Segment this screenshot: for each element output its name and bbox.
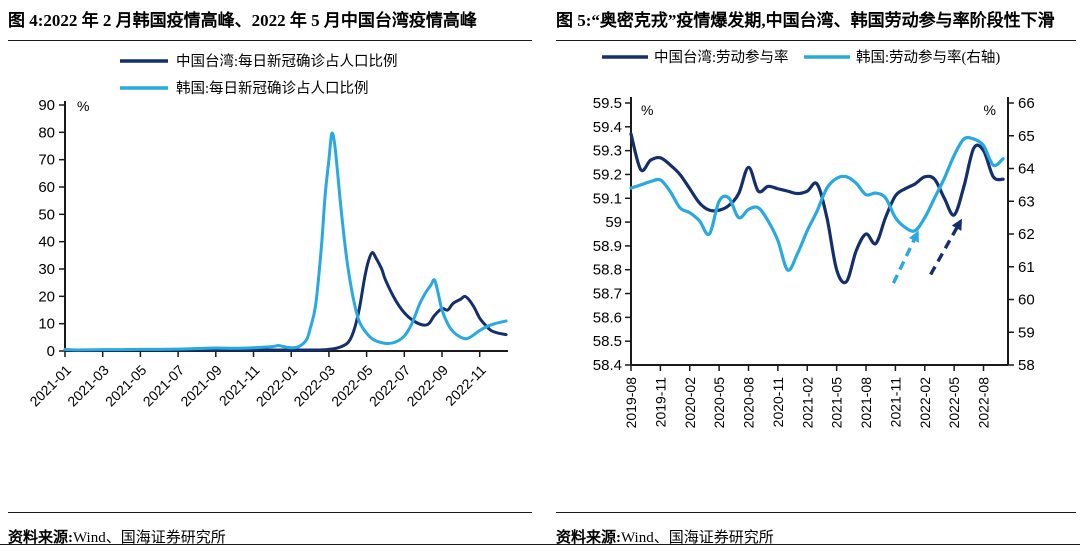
right-axis-tick-label: 59 (1018, 325, 1035, 342)
x-axis-tick-label: 2022-05 (946, 377, 962, 429)
left-axis-tick-label: 59.3 (593, 143, 622, 160)
x-axis-tick-label: 2022-02 (917, 377, 933, 429)
title-divider (8, 40, 532, 42)
right-axis-tick-label: 58 (1018, 357, 1035, 374)
source-value: Wind、国海证券研究所 (73, 530, 226, 546)
series-line-navy (629, 132, 1005, 285)
x-axis-tick-label: 2020-11 (770, 377, 786, 428)
left-axis-tick-label: 58.6 (593, 310, 622, 327)
left-axis-tick-label: 58.8 (593, 262, 622, 279)
x-axis-tick-label: 2022-09 (403, 362, 451, 410)
figure-4-panel: 图 4:2022 年 2 月韩国疫情高峰、2022 年 5 月中国台湾疫情高峰 … (8, 8, 532, 553)
x-axis-tick-label: 2021-08 (858, 377, 874, 429)
left-axis-tick-label: 59.2 (593, 167, 622, 184)
y-axis-tick-label: 50 (38, 207, 55, 224)
source-line: 资料来源:Wind、国海证券研究所 (556, 526, 774, 547)
y-axis-tick-label: 10 (38, 316, 55, 333)
series-line-blue (629, 136, 1005, 273)
x-axis-tick-label: 2022-08 (976, 377, 992, 429)
title-divider (556, 40, 1076, 42)
right-axis-unit-label: % (984, 102, 996, 118)
legend-label: 韩国:每日新冠确诊占人口比例 (176, 80, 369, 97)
figure-5-panel: 图 5:“奥密克戎”疫情爆发期,中国台湾、韩国劳动参与率阶段性下滑 59.5 59… (556, 8, 1076, 553)
left-axis-tick-label: 58.4 (593, 357, 622, 374)
y-axis-tick-label: 80 (38, 125, 55, 142)
y-axis-tick-label: 90 (38, 97, 55, 114)
left-axis-tick-label: 59.1 (593, 191, 622, 208)
y-axis-unit-label: % (77, 98, 89, 114)
right-axis-tick-label: 60 (1018, 292, 1035, 309)
x-axis-tick-label: 2021-05 (829, 377, 845, 429)
y-axis-tick-label: 40 (38, 234, 55, 251)
x-axis-tick-label: 2021-09 (177, 362, 225, 410)
source-divider (556, 512, 1076, 513)
left-axis-tick-label: 58.7 (593, 286, 622, 303)
x-axis-tick-label: 2019-08 (623, 377, 639, 429)
left-axis-tick-label: 59.4 (593, 119, 622, 136)
trend-arrowhead-blue (908, 230, 919, 244)
left-axis-tick-label: 58.9 (593, 238, 622, 255)
right-axis-tick-label: 62 (1018, 226, 1035, 243)
x-axis-tick-label: 2020-02 (682, 377, 698, 429)
legend-label: 韩国:劳动参与率(右轴) (856, 49, 1000, 66)
series-line-blue (63, 131, 508, 352)
x-axis-tick-label: 2020-08 (741, 377, 757, 429)
y-axis-tick-label: 20 (38, 289, 55, 306)
right-axis-tick-label: 65 (1018, 128, 1035, 145)
right-axis-tick-label: 63 (1018, 194, 1035, 211)
right-axis-tick-label: 66 (1018, 95, 1035, 112)
left-axis-tick-label: 59.5 (593, 95, 622, 112)
source-divider (8, 512, 532, 513)
y-axis-tick-label: 60 (38, 179, 55, 196)
x-axis-tick-label: 2021-11 (887, 377, 903, 428)
figure-5-title: 图 5:“奥密克戎”疫情爆发期,中国台湾、韩国劳动参与率阶段性下滑 (556, 11, 1055, 30)
source-label: 资料来源: (8, 530, 73, 546)
left-axis-tick-label: 58.5 (593, 334, 622, 351)
legend-label: 中国台湾:劳动参与率 (654, 49, 789, 66)
covid-cases-chart: 01020304050607080902021-012021-032021-05… (26, 53, 508, 410)
trend-arrowhead-navy (951, 218, 962, 232)
labor-participation-chart: 59.5 59.4 59.3 59.2 59.1 59 58.9 58.8 58.7 58.6 58… (593, 49, 1035, 429)
page-bottom-rule (0, 544, 1080, 545)
right-axis-tick-label: 61 (1018, 259, 1035, 276)
right-axis-tick-label: 64 (1018, 161, 1035, 178)
trend-arrow-navy (929, 221, 962, 276)
source-value: Wind、国海证券研究所 (621, 530, 774, 546)
figure-4-title: 图 4:2022 年 2 月韩国疫情高峰、2022 年 5 月中国台湾疫情高峰 (8, 11, 477, 30)
x-axis-tick-label: 2019-11 (652, 377, 668, 428)
series-line-navy (63, 251, 508, 352)
x-axis-tick-label: 2022-11 (442, 362, 489, 409)
source-label: 资料来源: (556, 530, 621, 546)
x-axis-tick-label: 2020-05 (711, 377, 727, 429)
left-axis-tick-label: 59 (605, 214, 622, 231)
trend-arrow-blue (891, 233, 919, 285)
legend-label: 中国台湾:每日新冠确诊占人口比例 (176, 53, 398, 70)
y-axis-tick-label: 30 (38, 261, 55, 278)
x-axis-tick-label: 2021-02 (799, 377, 815, 429)
left-axis-unit-label: % (641, 102, 653, 118)
source-line: 资料来源:Wind、国海证券研究所 (8, 526, 226, 547)
y-axis-tick-label: 0 (47, 343, 55, 360)
y-axis-tick-label: 70 (38, 152, 55, 169)
